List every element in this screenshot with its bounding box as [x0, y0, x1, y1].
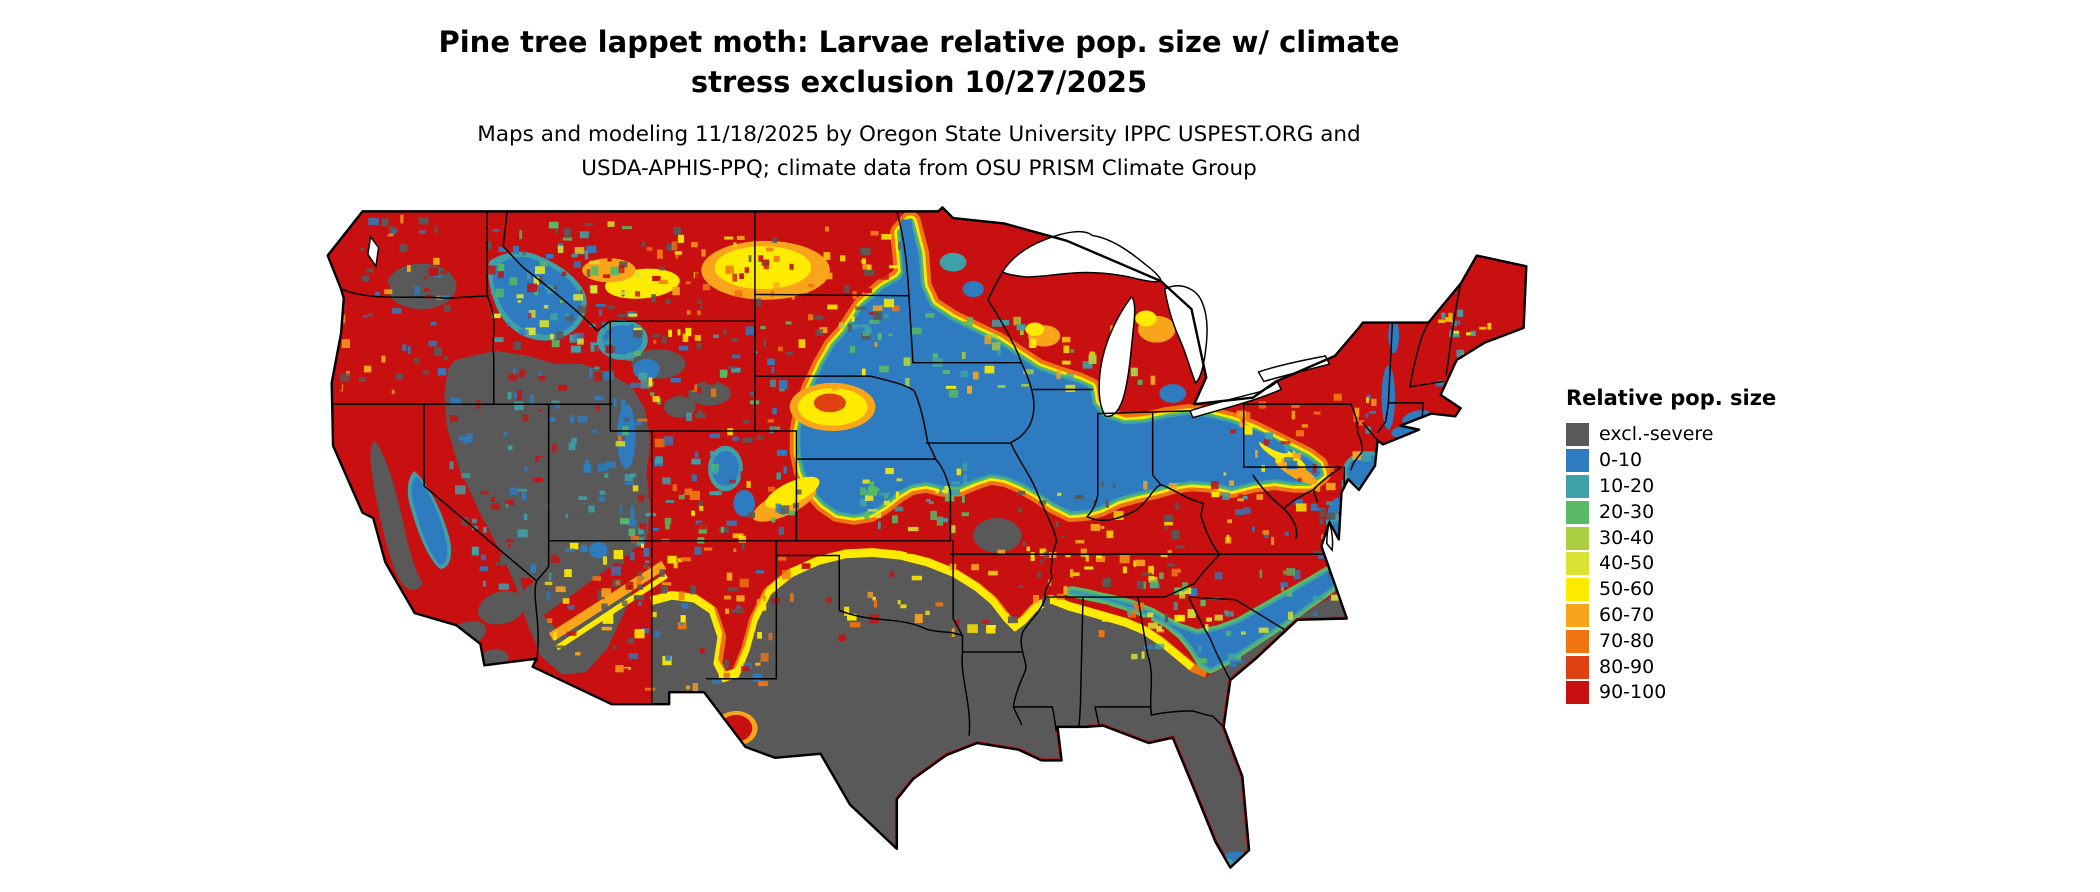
legend-swatch	[1566, 423, 1589, 447]
legend-swatch	[1566, 552, 1589, 576]
legend-label: 50-60	[1599, 578, 1655, 601]
legend-label: 70-80	[1599, 629, 1655, 652]
figure-title-line1: Pine tree lappet moth: Larvae relative p…	[438, 25, 1400, 59]
legend-label: 30-40	[1599, 526, 1655, 549]
legend-title: Relative pop. size	[1566, 386, 1777, 410]
legend-item: excl.-severe	[1566, 422, 1776, 448]
figure-subtitle-line1: Maps and modeling 11/18/2025 by Oregon S…	[477, 122, 1361, 147]
figure-subtitle-line2: USDA-APHIS-PPQ; climate data from OSU PR…	[581, 156, 1257, 181]
legend-swatch	[1566, 655, 1589, 679]
figure-title: Pine tree lappet moth: Larvae relative p…	[219, 22, 1619, 102]
figure-title-line2: stress exclusion 10/27/2025	[690, 65, 1148, 99]
legend-item: 90-100	[1566, 680, 1776, 706]
legend-label: 40-50	[1599, 552, 1655, 575]
us-map-svg	[326, 206, 1528, 869]
legend-label: 60-70	[1599, 603, 1655, 626]
legend-item: 10-20	[1566, 474, 1776, 500]
puget-sound	[367, 234, 380, 269]
legend-label: excl.-severe	[1599, 423, 1714, 446]
us-map	[321, 206, 1533, 885]
legend-item: 40-50	[1566, 551, 1776, 577]
legend-swatch	[1566, 474, 1589, 498]
region-excluded-south	[651, 556, 1347, 868]
legend-swatch	[1566, 500, 1589, 524]
legend-swatch	[1566, 603, 1589, 627]
lake-huron	[1163, 285, 1208, 384]
legend-label: 10-20	[1599, 474, 1655, 497]
legend-item: 70-80	[1566, 628, 1776, 654]
legend-swatch	[1566, 449, 1589, 473]
figure-subtitle: Maps and modeling 11/18/2025 by Oregon S…	[219, 118, 1619, 186]
legend-label: 0-10	[1599, 449, 1643, 472]
legend-label: 20-30	[1599, 500, 1655, 523]
legend-item: 30-40	[1566, 525, 1776, 551]
legend-swatch	[1566, 578, 1589, 602]
legend-item: 20-30	[1566, 499, 1776, 525]
legend-item: 50-60	[1566, 577, 1776, 603]
legend-label: 80-90	[1599, 655, 1655, 678]
legend-swatch	[1566, 681, 1589, 705]
legend-item: 0-10	[1566, 448, 1776, 474]
great-lakes	[367, 230, 1334, 552]
legend-item: 60-70	[1566, 603, 1776, 629]
legend: Relative pop. size excl.-severe 0-10 10-20…	[1566, 386, 1776, 706]
us-outline	[326, 206, 1528, 869]
state-borders	[333, 210, 1462, 736]
lake-ontario	[1257, 355, 1331, 383]
lake-michigan	[1098, 296, 1136, 418]
legend-swatch	[1566, 629, 1589, 653]
map-raster-layers	[327, 207, 1527, 868]
legend-item: 80-90	[1566, 654, 1776, 680]
legend-rows: excl.-severe 0-10 10-20 20-30 30-40 40-50 50-6…	[1566, 422, 1776, 706]
legend-label: 90-100	[1599, 681, 1667, 704]
legend-swatch	[1566, 526, 1589, 550]
